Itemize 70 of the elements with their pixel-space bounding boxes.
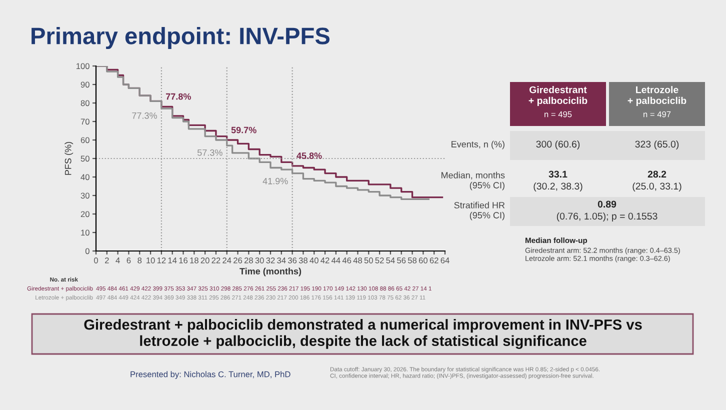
y-tick-label: 0: [85, 248, 90, 254]
text: n = 495: [544, 111, 572, 118]
x-tick-label: 48: [353, 257, 362, 264]
x-tick-label: 4: [116, 258, 120, 264]
annotation: 77.3%: [132, 112, 157, 119]
x-tick-label: 18: [190, 257, 198, 264]
text: 33.1: [548, 170, 568, 178]
x-tick-label: 58: [408, 257, 417, 264]
x-tick-label: 62: [430, 257, 438, 264]
annotation: 77.8%: [166, 93, 191, 100]
x-tick-label: 60: [418, 257, 428, 264]
y-tick-label: 40: [80, 174, 90, 180]
x-tick-label: 16: [179, 257, 188, 264]
annotation: 57.3%: [197, 149, 222, 156]
x-axis-title: Time (months): [240, 268, 302, 276]
x-tick-label: 52: [375, 257, 384, 264]
x-tick-label: 10: [146, 257, 155, 264]
y-tick-label: 10: [81, 230, 90, 236]
text: n = 497: [644, 111, 671, 118]
x-tick-label: 12: [157, 257, 166, 264]
y-tick-label: 20: [80, 211, 90, 218]
x-tick-label: 30: [255, 257, 264, 264]
x-tick-label: 20: [200, 257, 210, 264]
y-tick-label: 50: [80, 156, 90, 162]
x-tick-label: 32: [266, 257, 275, 264]
text: Stratified HR (95% CI): [454, 202, 505, 220]
text: 0.89: [598, 200, 616, 208]
y-tick-label: 30: [80, 192, 90, 199]
x-tick-label: 50: [364, 257, 373, 264]
x-tick-label: 14: [168, 258, 177, 264]
x-tick-label: 6: [126, 257, 131, 264]
x-tick-label: 28: [244, 257, 253, 264]
text: Giredestrant + palbociclib demonstrated a numerical improvement in INV-PFS vs letrozole + palbociclib, despite the lack of statistical significance: [84, 319, 642, 349]
chart-title: Primary endpoint: INV-PFS: [32, 26, 330, 50]
text: Letrozole + palbociclib: [628, 86, 686, 106]
annotation: 41.9%: [262, 178, 288, 184]
x-tick-label: 8: [138, 257, 142, 264]
x-tick-label: 36: [288, 257, 297, 264]
x-tick-label: 46: [342, 257, 352, 264]
annotation: Median, months (95% CI): [442, 172, 505, 190]
x-tick-label: 34: [277, 257, 286, 264]
text: 28.2: [648, 170, 666, 178]
text: Events, n (%): [452, 140, 504, 150]
text: (30.2, 38.3): [534, 182, 582, 192]
x-tick-label: 22: [212, 257, 220, 264]
x-tick-label: 2: [105, 257, 109, 264]
x-tick-label: 54: [386, 258, 395, 264]
y-tick-label: 80: [80, 100, 90, 106]
text: Giredestrant + palbociclib: [528, 86, 588, 106]
y-tick-label: 100: [76, 63, 90, 70]
y-tick-label: 70: [80, 118, 90, 125]
text: 300 (60.6): [536, 140, 580, 150]
annotation: 59.7%: [231, 126, 256, 134]
x-tick-label: 38: [298, 257, 308, 264]
x-tick-label: 44: [331, 258, 340, 264]
y-tick-label: 60: [80, 137, 90, 144]
y-tick-label: 90: [80, 82, 90, 88]
x-tick-label: 26: [234, 257, 242, 264]
text: (25.0, 33.1): [632, 182, 682, 192]
x-tick-label: 0: [94, 257, 98, 264]
x-tick-label: 42: [320, 257, 330, 264]
x-tick-label: 24: [222, 257, 232, 264]
x-tick-label: 64: [440, 257, 450, 264]
annotation: 45.8%: [296, 152, 322, 159]
x-tick-label: 56: [397, 257, 406, 264]
text: 323 (65.0): [635, 140, 679, 150]
text: Presented by: Nicholas C. Turner, MD, PhD: [130, 371, 290, 379]
text: (0.76, 1.05); p = 0.1553: [556, 212, 658, 222]
x-tick-label: 40: [310, 257, 318, 264]
y-axis-title: PFS (%): [64, 142, 74, 175]
